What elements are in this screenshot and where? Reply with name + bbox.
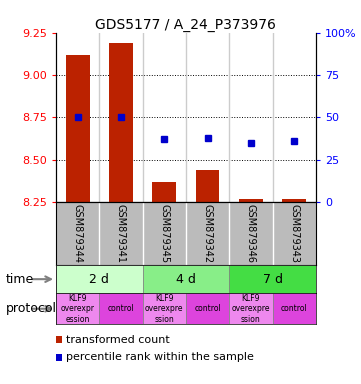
Bar [186, 293, 229, 324]
Text: GSM879341: GSM879341 [116, 204, 126, 263]
Bar [143, 293, 186, 324]
Text: transformed count: transformed count [66, 335, 170, 345]
Bar [229, 265, 316, 293]
Bar [56, 265, 143, 293]
Bar [66, 55, 90, 202]
Text: GSM879345: GSM879345 [159, 204, 169, 263]
Bar [143, 265, 229, 293]
Text: GSM879344: GSM879344 [73, 204, 83, 263]
Bar [239, 199, 263, 202]
Text: GSM879343: GSM879343 [289, 204, 299, 263]
Bar [152, 182, 176, 202]
Title: GDS5177 / A_24_P373976: GDS5177 / A_24_P373976 [95, 18, 277, 31]
Bar [99, 293, 143, 324]
Text: protocol: protocol [5, 302, 56, 315]
Text: 7 d: 7 d [262, 273, 283, 286]
Text: percentile rank within the sample: percentile rank within the sample [66, 352, 254, 362]
Bar [282, 199, 306, 202]
Text: time: time [5, 273, 34, 286]
Text: 4 d: 4 d [176, 273, 196, 286]
Bar [196, 170, 219, 202]
Bar [109, 43, 133, 202]
Text: 2 d: 2 d [89, 273, 109, 286]
Text: control: control [281, 304, 308, 313]
Bar [56, 293, 99, 324]
Bar [273, 293, 316, 324]
Text: GSM879346: GSM879346 [246, 204, 256, 263]
Text: KLF9
overexpre
ssion: KLF9 overexpre ssion [145, 294, 183, 324]
Text: control: control [108, 304, 134, 313]
Text: KLF9
overexpr
ession: KLF9 overexpr ession [61, 294, 95, 324]
Bar [229, 293, 273, 324]
Text: control: control [194, 304, 221, 313]
Text: GSM879342: GSM879342 [203, 204, 213, 263]
Text: KLF9
overexpre
ssion: KLF9 overexpre ssion [232, 294, 270, 324]
